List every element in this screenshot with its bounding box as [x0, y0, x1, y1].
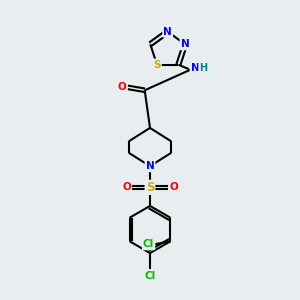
Text: Cl: Cl [144, 271, 156, 281]
Text: S: S [146, 181, 154, 194]
Text: N: N [163, 27, 172, 37]
Text: S: S [153, 60, 161, 70]
Text: H: H [200, 63, 208, 73]
Text: N: N [191, 63, 200, 73]
Text: Cl: Cl [143, 239, 154, 249]
Text: O: O [122, 182, 131, 192]
Text: O: O [169, 182, 178, 192]
Text: N: N [146, 161, 154, 171]
Text: O: O [118, 82, 127, 92]
Text: N: N [181, 39, 189, 49]
